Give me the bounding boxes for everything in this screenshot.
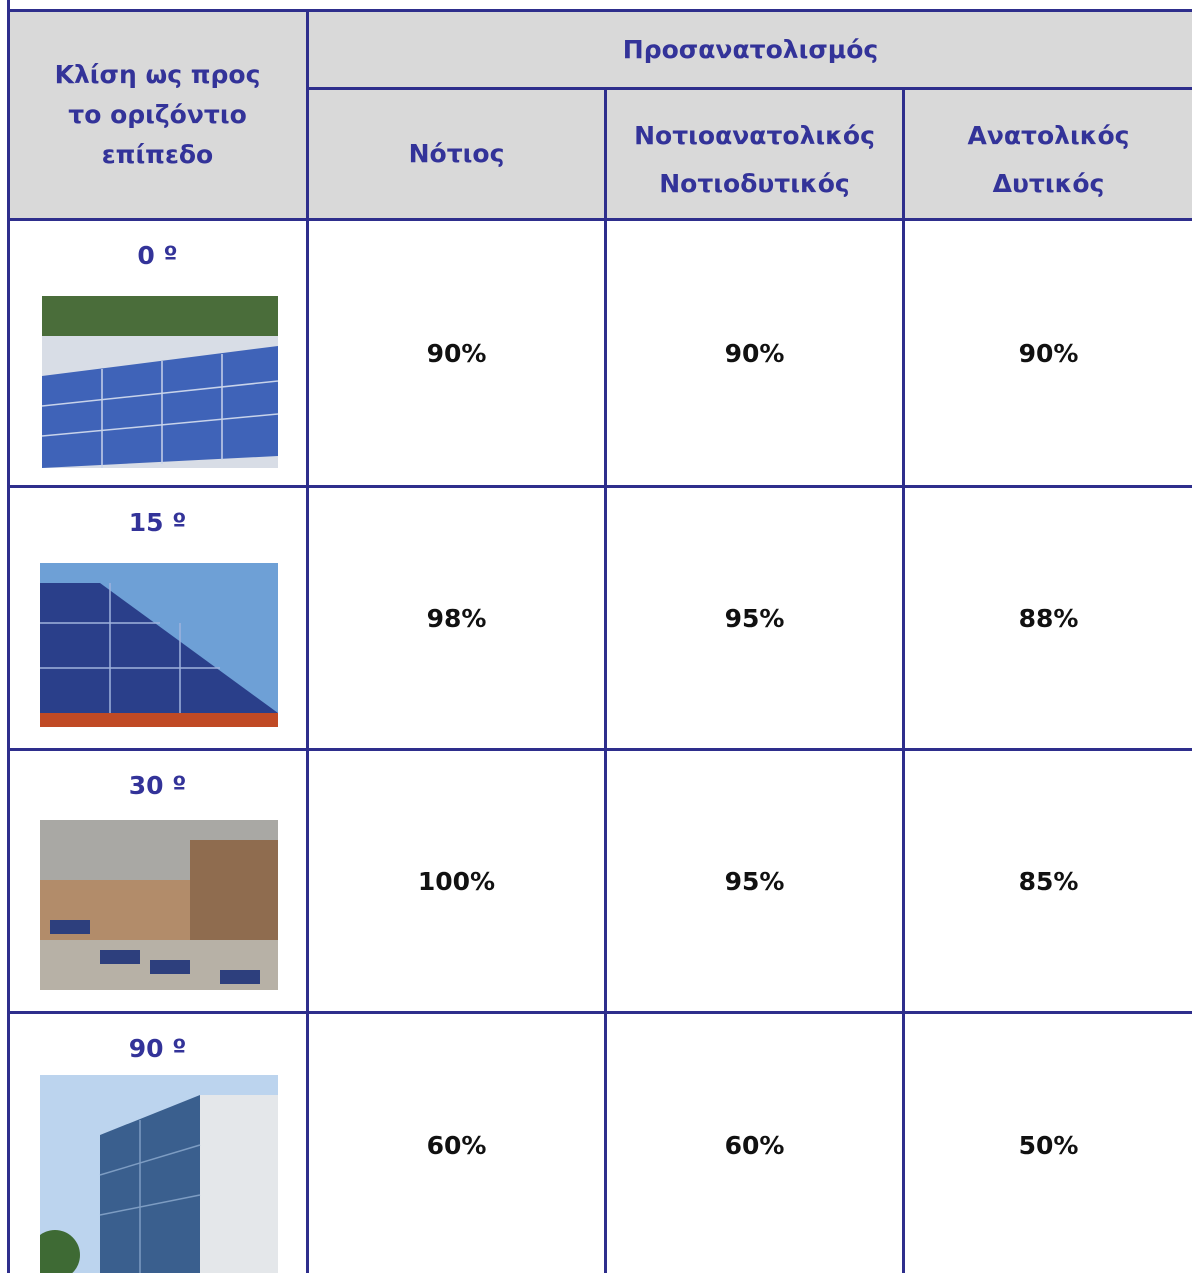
border [8, 485, 1192, 488]
photo-flat-panels [42, 296, 278, 468]
border [7, 0, 10, 1273]
tilt-label: 30 º [128, 771, 187, 800]
header-bg [8, 10, 1192, 220]
header-cell: Νότιος [408, 139, 505, 168]
value-cell: 90% [426, 338, 487, 368]
value-cell: 88% [1018, 603, 1079, 633]
value-cell: 100% [417, 866, 496, 896]
photo-facade-panels [40, 1075, 278, 1273]
border [307, 87, 1192, 90]
value-cell: 90% [724, 338, 785, 368]
photo-rooftop-array [40, 820, 278, 990]
value-cell: 85% [1018, 866, 1079, 896]
value-cell: 90% [1018, 338, 1079, 368]
value-cell: 50% [1018, 1131, 1079, 1160]
border [604, 88, 607, 1273]
photo-roof-panels [40, 563, 278, 727]
header-cell: Νοτιοανατολικός Νοτιοδυτικός [634, 121, 875, 198]
border [902, 88, 905, 1273]
value-cell: 60% [426, 1131, 487, 1160]
border [306, 10, 309, 1273]
border [8, 1011, 1192, 1014]
header-cell: Προσανατολισμός [622, 35, 879, 64]
value-cell: 95% [724, 866, 785, 896]
header-cell: Κλίση ως προς το οριζόντιο επίπεδο [54, 60, 261, 169]
border [8, 9, 1192, 12]
border [8, 748, 1192, 751]
border [8, 218, 1192, 221]
value-cell: 60% [724, 1131, 785, 1160]
value-cell: 95% [724, 603, 785, 633]
tilt-label: 0 º [137, 241, 178, 270]
tilt-label: 90 º [128, 1034, 187, 1063]
value-cell: 98% [426, 603, 487, 633]
tilt-label: 15 º [128, 508, 187, 537]
header-cell: Ανατολικός Δυτικός [967, 121, 1130, 198]
